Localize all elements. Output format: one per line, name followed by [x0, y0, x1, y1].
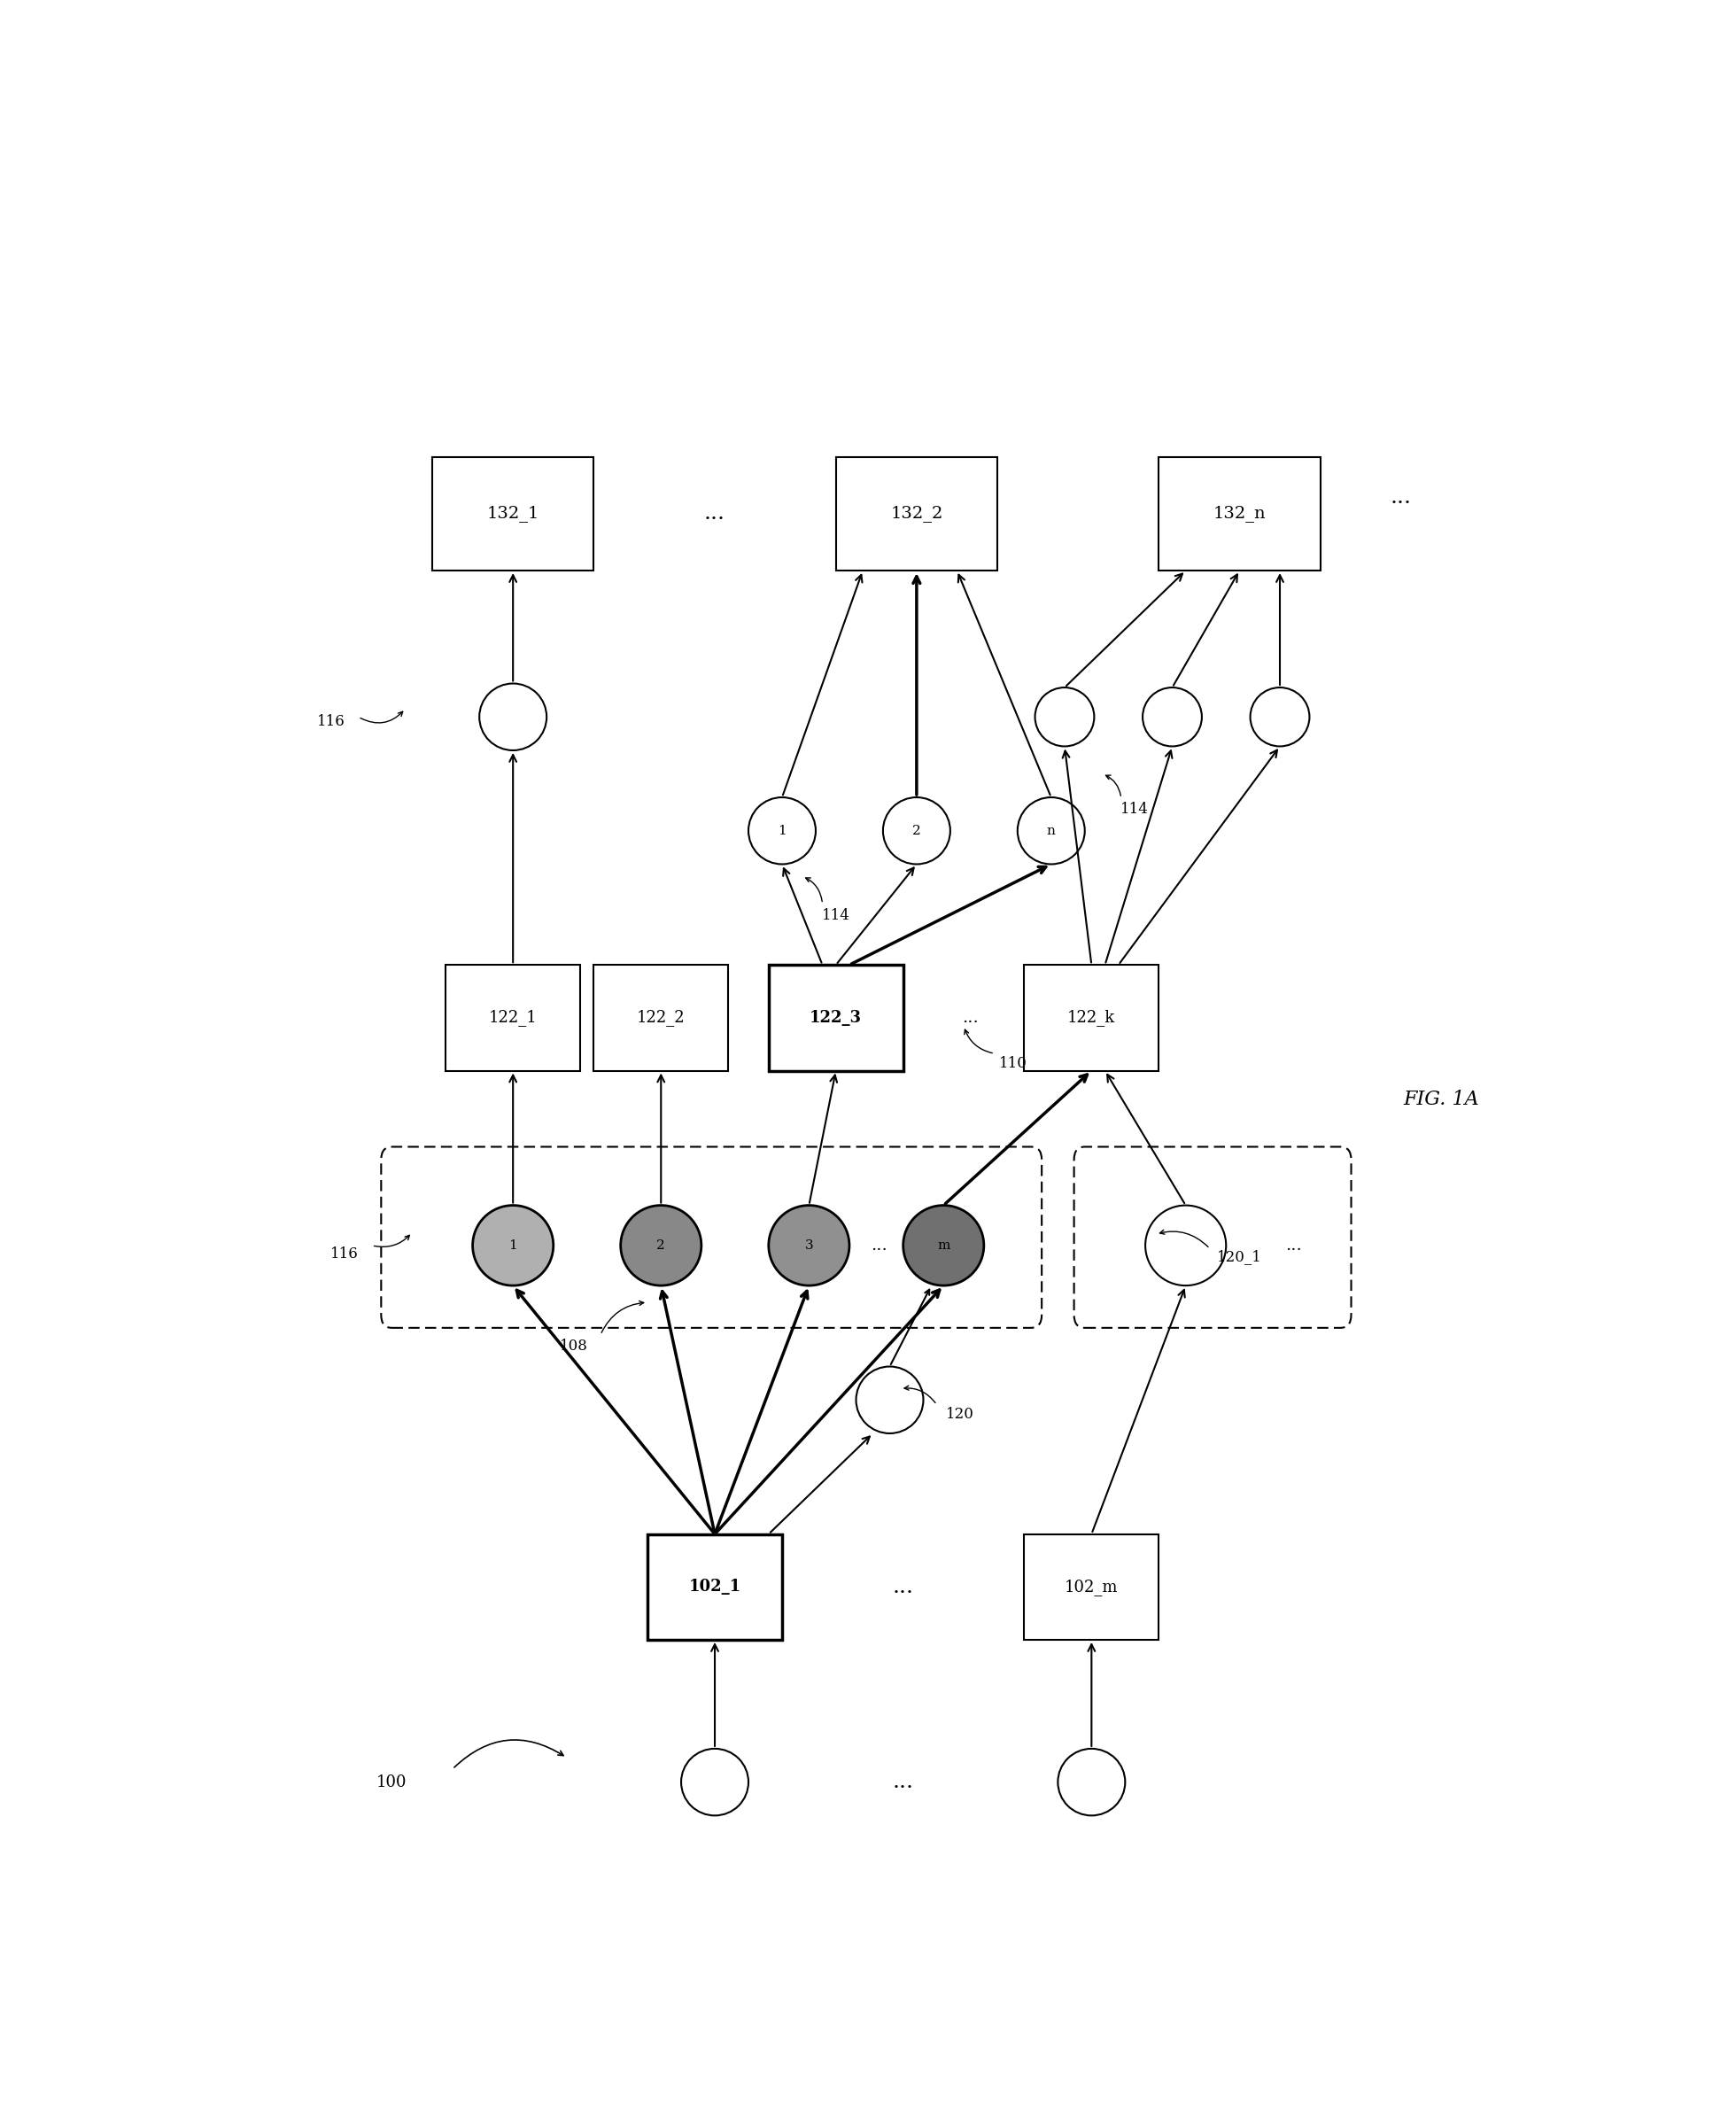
Text: 108: 108: [559, 1339, 589, 1354]
Text: 122_k: 122_k: [1068, 1010, 1116, 1026]
Ellipse shape: [1142, 689, 1201, 746]
FancyBboxPatch shape: [594, 965, 729, 1071]
Text: 120: 120: [946, 1407, 974, 1421]
Text: 122_2: 122_2: [637, 1010, 686, 1026]
Text: 114: 114: [1120, 803, 1149, 817]
Text: ...: ...: [705, 503, 726, 524]
Text: 100: 100: [377, 1774, 408, 1791]
Text: 102_m: 102_m: [1064, 1578, 1118, 1595]
Ellipse shape: [884, 798, 950, 864]
Ellipse shape: [621, 1206, 701, 1286]
Ellipse shape: [903, 1206, 984, 1286]
Text: 2: 2: [656, 1240, 665, 1252]
Text: 114: 114: [821, 908, 851, 923]
Text: m: m: [937, 1240, 950, 1252]
FancyBboxPatch shape: [1160, 456, 1319, 570]
FancyBboxPatch shape: [769, 965, 903, 1071]
Text: ...: ...: [962, 1010, 979, 1026]
Text: 2: 2: [913, 824, 920, 836]
Ellipse shape: [1250, 689, 1309, 746]
FancyBboxPatch shape: [837, 456, 996, 570]
Text: 102_1: 102_1: [689, 1580, 741, 1595]
FancyBboxPatch shape: [1024, 965, 1160, 1071]
Ellipse shape: [681, 1749, 748, 1816]
Text: 132_2: 132_2: [891, 505, 943, 522]
Text: ...: ...: [871, 1238, 887, 1252]
Ellipse shape: [479, 684, 547, 750]
FancyBboxPatch shape: [446, 965, 580, 1071]
Ellipse shape: [1017, 798, 1085, 864]
Text: 116: 116: [332, 1246, 359, 1261]
Text: 122_3: 122_3: [809, 1010, 863, 1026]
Ellipse shape: [1035, 689, 1094, 746]
Text: 132_1: 132_1: [486, 505, 540, 522]
Text: FIG. 1A: FIG. 1A: [1403, 1090, 1479, 1109]
Ellipse shape: [856, 1366, 924, 1434]
Text: ...: ...: [1285, 1238, 1302, 1252]
FancyBboxPatch shape: [1024, 1533, 1160, 1639]
Ellipse shape: [472, 1206, 554, 1286]
Ellipse shape: [1146, 1206, 1226, 1286]
Text: 122_1: 122_1: [490, 1010, 536, 1026]
Ellipse shape: [748, 798, 816, 864]
Text: ...: ...: [892, 1578, 913, 1597]
Text: 3: 3: [806, 1240, 812, 1252]
Text: 110: 110: [1000, 1056, 1028, 1071]
Ellipse shape: [1057, 1749, 1125, 1816]
Text: 1: 1: [509, 1240, 517, 1252]
Text: n: n: [1047, 824, 1055, 836]
Text: ...: ...: [892, 1772, 913, 1793]
Ellipse shape: [769, 1206, 849, 1286]
Text: 132_n: 132_n: [1213, 505, 1266, 522]
FancyBboxPatch shape: [648, 1533, 781, 1639]
Text: 1: 1: [778, 824, 786, 836]
Text: ...: ...: [1391, 488, 1411, 507]
Text: 116: 116: [318, 714, 345, 729]
Text: 120_1: 120_1: [1217, 1250, 1262, 1265]
FancyBboxPatch shape: [432, 456, 594, 570]
